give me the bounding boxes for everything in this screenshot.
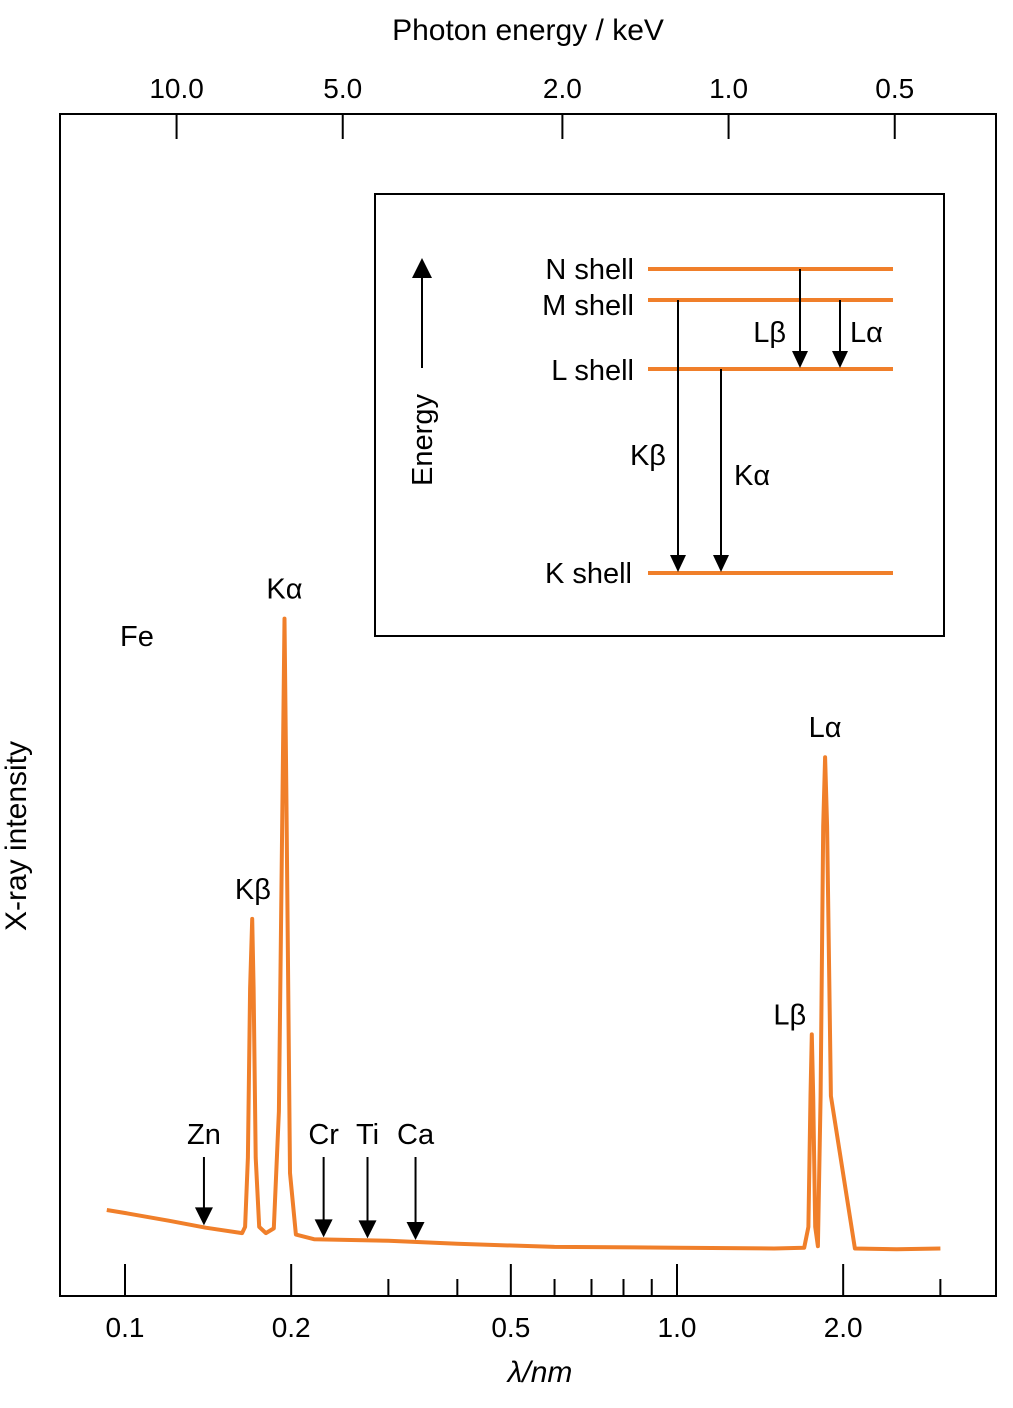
x-tick-label-0-2: 0.2 <box>272 1312 311 1343</box>
bottom-axis-ticks: 0.1 0.2 0.5 1.0 2.0 <box>106 1264 942 1343</box>
peak-label-kalpha: Kα <box>266 574 302 606</box>
transition-head-kbeta <box>670 555 686 572</box>
x-tick-label-0-1: 0.1 <box>106 1312 145 1343</box>
x-tick-label-2-0: 2.0 <box>824 1312 863 1343</box>
energy-arrow-head <box>412 258 432 278</box>
marker-head-zn <box>194 1207 213 1226</box>
peak-label-lbeta: Lβ <box>773 999 806 1031</box>
marker-head-cr <box>314 1219 333 1238</box>
top-axis-ticks: 10.0 5.0 2.0 1.0 0.5 <box>149 73 914 139</box>
spectrum-series-line <box>106 616 941 1252</box>
transition-head-lbeta <box>792 351 808 368</box>
top-axis-title: Photon energy / keV <box>392 14 664 47</box>
marker-head-ti <box>358 1220 377 1239</box>
transition-head-lalpha <box>832 351 848 368</box>
x2-tick-label-2-0: 2.0 <box>543 73 582 104</box>
transition-label-kalpha: Kα <box>734 460 770 492</box>
plot-frame <box>59 113 997 1297</box>
transition-label-lalpha: Lα <box>850 317 883 349</box>
marker-label-zn: Zn <box>187 1119 221 1151</box>
element-label: Fe <box>120 621 154 653</box>
x2-tick-label-10-0: 10.0 <box>149 73 204 104</box>
transition-label-lbeta: Lβ <box>753 317 786 349</box>
x2-tick-label-5-0: 5.0 <box>323 73 362 104</box>
x-tick-label-0-5: 0.5 <box>491 1312 530 1343</box>
energy-level-inset: Energy N shell M shell L shell K shell L… <box>374 193 945 637</box>
peak-label-kbeta: Kβ <box>235 874 271 906</box>
shell-label-m: M shell <box>542 290 634 322</box>
transition-head-kalpha <box>713 555 729 572</box>
bottom-axis-title: λ/nm <box>506 1356 573 1389</box>
peak-labels: Kβ Kα Lβ Lα <box>235 574 842 1032</box>
transition-label-kbeta: Kβ <box>630 440 666 472</box>
marker-label-ca: Ca <box>397 1119 435 1151</box>
shell-label-l: L shell <box>551 355 634 387</box>
shell-label-k: K shell <box>545 558 632 590</box>
x2-tick-label-1-0: 1.0 <box>709 73 748 104</box>
x2-tick-label-0-5: 0.5 <box>875 73 914 104</box>
peak-label-lalpha: Lα <box>809 712 842 744</box>
element-markers: Zn Cr Ti Ca <box>187 1119 435 1240</box>
shell-label-n: N shell <box>545 254 634 286</box>
y-axis-title: X-ray intensity <box>0 741 33 931</box>
marker-label-cr: Cr <box>308 1119 339 1151</box>
energy-label: Energy <box>407 394 439 486</box>
inset-frame <box>374 193 945 637</box>
marker-label-ti: Ti <box>356 1119 379 1151</box>
marker-head-ca <box>406 1221 425 1240</box>
x-tick-label-1-0: 1.0 <box>658 1312 697 1343</box>
